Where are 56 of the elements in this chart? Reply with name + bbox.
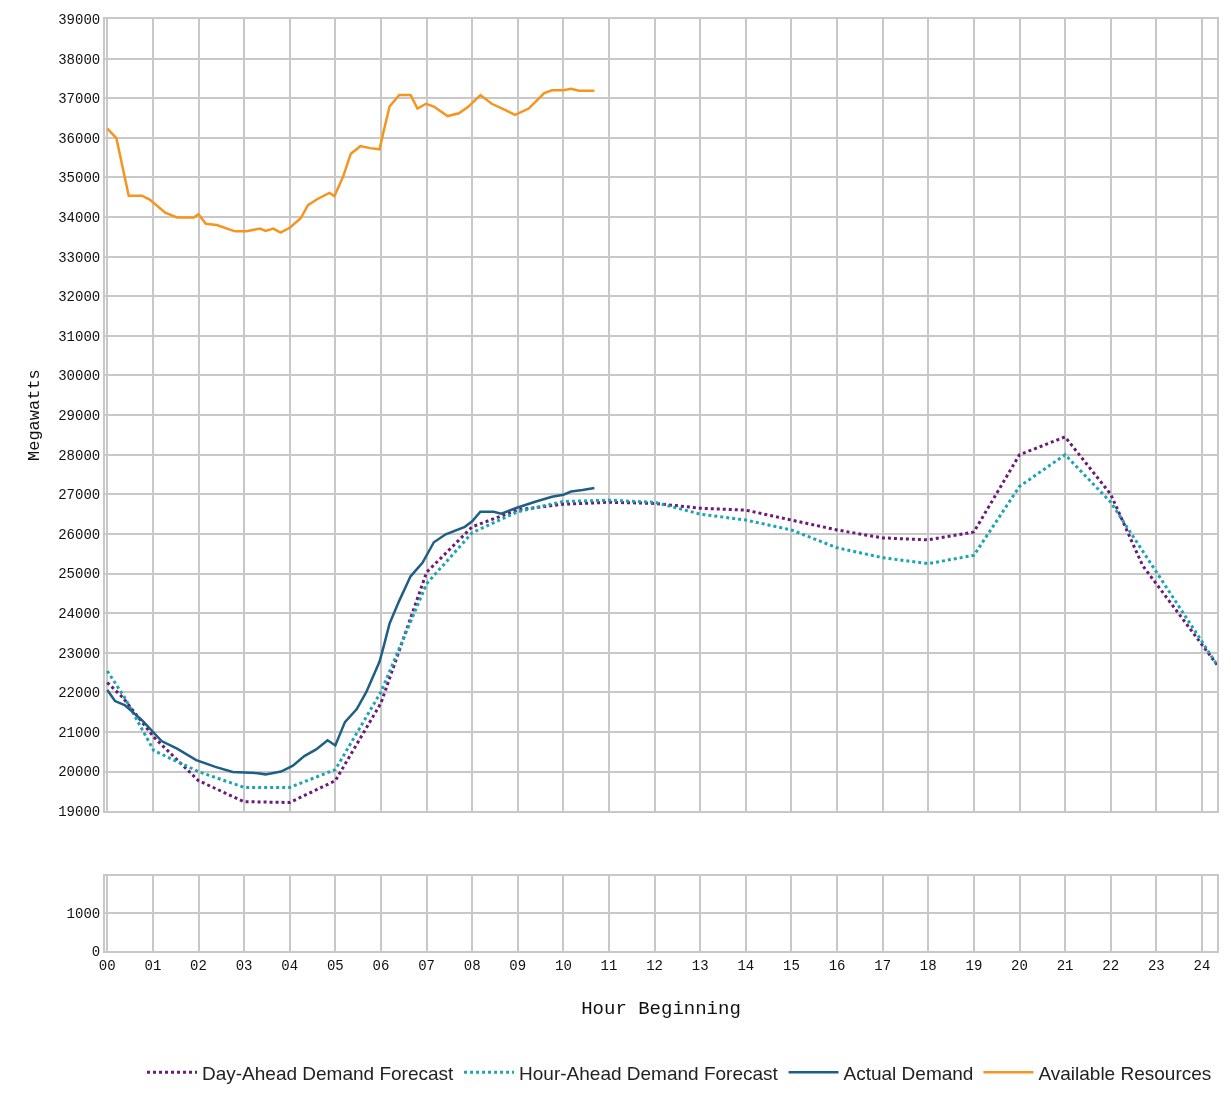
y-tick-label: 30000: [58, 368, 101, 385]
x-tick-label: 22: [1102, 957, 1120, 974]
legend-label: Available Resources: [1038, 1062, 1212, 1084]
y-tick-label: 37000: [58, 91, 101, 108]
legend-label: Day-Ahead Demand Forecast: [202, 1062, 455, 1084]
x-tick-label: 04: [281, 957, 299, 974]
y-tick-label: 25000: [58, 566, 101, 583]
x-tick-label: 15: [783, 957, 800, 974]
x-tick-label: 18: [919, 957, 937, 974]
y-tick-label: 27000: [58, 487, 101, 504]
x-tick-label: 09: [509, 957, 527, 974]
y-tick-label: 39000: [58, 11, 101, 28]
legend-label: Actual Demand: [843, 1062, 974, 1084]
x-tick-label: 13: [691, 957, 709, 974]
y-tick-label: 23000: [58, 645, 101, 662]
line-series: [106, 87, 596, 234]
line-series: [106, 486, 596, 776]
x-tick-label: 01: [144, 957, 162, 974]
y-tick-label: 29000: [58, 408, 101, 424]
x-tick-label: 10: [554, 957, 572, 974]
x-tick-label: 11: [600, 957, 618, 974]
y-tick-label: 21000: [58, 724, 101, 741]
y-tick-label: 1000: [66, 905, 101, 922]
x-tick-label: 03: [235, 957, 253, 974]
y-tick-label: 28000: [58, 447, 101, 464]
x-tick-label: 08: [463, 957, 481, 974]
x-tick-label: 17: [874, 957, 892, 974]
y-tick-label: 22000: [58, 685, 101, 702]
y-tick-label: 19000: [58, 804, 101, 821]
legend-label: Hour-Ahead Demand Forecast: [519, 1062, 779, 1084]
x-tick-label: 00: [98, 957, 116, 974]
y-tick-label: 36000: [58, 130, 101, 147]
x-tick-label: 20: [1011, 957, 1028, 974]
y-axis-title: Megawatts: [25, 369, 45, 462]
x-tick-label: 23: [1147, 957, 1165, 974]
y-tick-label: 31000: [58, 328, 101, 345]
x-tick-label: 02: [190, 957, 207, 974]
x-tick-label: 07: [418, 957, 435, 974]
y-tick-label: 0: [91, 943, 101, 960]
y-tick-label: 38000: [58, 51, 101, 68]
x-tick-label: 06: [372, 957, 390, 974]
y-tick-label: 33000: [58, 249, 101, 266]
y-tick-label: 35000: [58, 170, 101, 187]
y-tick-label: 24000: [58, 606, 101, 623]
y-tick-label: 20000: [58, 764, 101, 781]
x-tick-label: 12: [646, 957, 664, 974]
x-axis-title: Hour Beginning: [581, 998, 741, 1021]
x-tick-label: 24: [1193, 957, 1211, 974]
x-tick-label: 05: [326, 957, 344, 974]
x-tick-label: 21: [1056, 957, 1074, 974]
x-tick-label: 19: [965, 957, 983, 974]
y-tick-label: 32000: [58, 289, 101, 306]
y-tick-label: 26000: [58, 526, 101, 543]
x-tick-label: 14: [737, 957, 755, 974]
y-tick-label: 34000: [58, 209, 101, 226]
x-tick-label: 16: [828, 957, 846, 974]
